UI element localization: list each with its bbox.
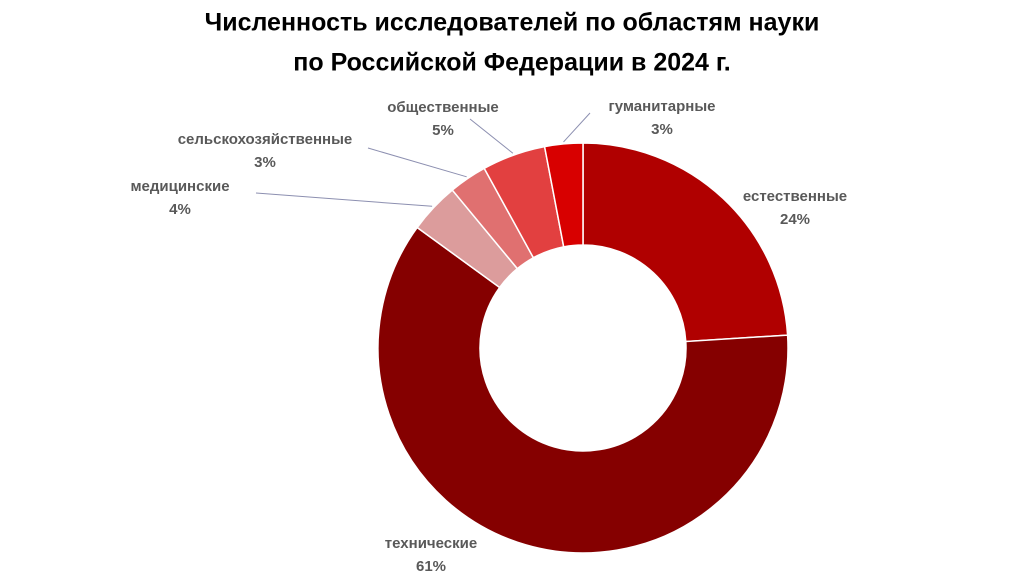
donut-slice [543,142,584,248]
slice-label: сельскохозяйственные [178,131,353,148]
leader-line [563,112,591,143]
slice-value-label: 5% [432,122,454,139]
leader-line [367,147,467,178]
slice-label: медицинские [130,178,229,195]
chart-title: Численность исследователей по областям н… [205,9,820,37]
slice-value-label: 61% [416,558,446,575]
leader-line [469,118,514,154]
leader-line [255,192,433,207]
slice-label: гуманитарные [609,98,716,115]
donut-slice [582,142,789,343]
slice-label: естественные [743,188,847,205]
slice-value-label: 4% [169,201,191,218]
slice-value-label: 3% [651,121,673,138]
slice-value-label: 24% [780,211,810,228]
chart-title: по Российской Федерации в 2024 г. [293,49,731,77]
slice-label: общественные [387,99,499,116]
donut-slice [377,226,789,554]
slice-label: технические [385,535,477,552]
slice-value-label: 3% [254,154,276,171]
